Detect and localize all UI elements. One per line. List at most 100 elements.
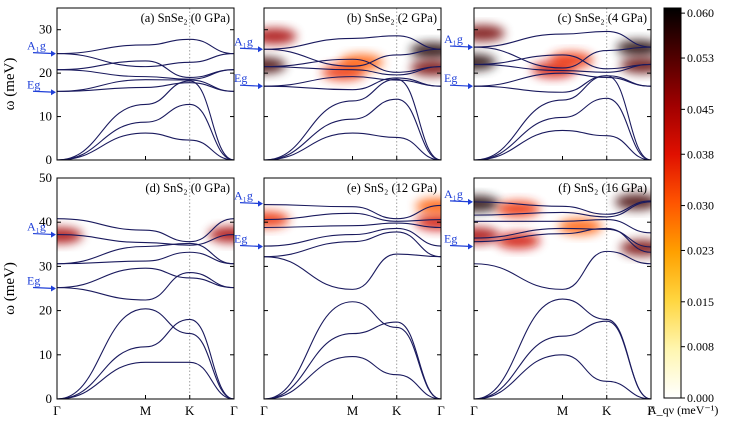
panel-frame [263, 177, 442, 400]
heat-layer [264, 198, 441, 231]
colorbar-tick-label: 0.023 [687, 243, 714, 257]
mode-arrowhead [468, 198, 473, 205]
x-tick-label: K [392, 403, 402, 418]
phonon-band [264, 76, 441, 87]
mode-arrowhead [258, 243, 263, 250]
mode-label: Eg [234, 71, 247, 85]
mode-arrowhead [258, 83, 263, 90]
x-tick-label: K [602, 403, 612, 418]
phonon-band [474, 218, 651, 234]
heat-spot [549, 52, 594, 69]
bands [57, 38, 234, 160]
mode-arrowhead [468, 44, 473, 51]
mode-arrowhead [468, 243, 473, 250]
mode-arrowhead [51, 50, 56, 57]
heat-layer [474, 25, 651, 78]
mode-label: A₁g [27, 220, 46, 234]
y-tick-label: 0 [46, 152, 53, 167]
x-tick-label: Γ [437, 403, 445, 418]
phonon-band [57, 272, 234, 301]
y-axis-title: ω (meV) [2, 58, 18, 111]
panel-title: (b) SnSe₂ (2 GPa) [347, 11, 437, 25]
x-tick-label: Γ [647, 403, 655, 418]
bands [474, 200, 651, 399]
phonon-band [474, 75, 651, 160]
x-tick-label: M [557, 403, 569, 418]
colorbar-tick-label: 0.045 [687, 102, 714, 116]
x-tick-label: M [140, 403, 152, 418]
heat-spot [264, 28, 297, 45]
mode-label: A₁g [234, 189, 253, 203]
x-tick-label: Γ [53, 403, 61, 418]
panel-frame [56, 177, 235, 400]
panel-2: (b) SnSe₂ (2 GPa) A₁g Eg [234, 7, 442, 161]
phonon-band [264, 321, 441, 399]
x-tick-label: Γ [230, 403, 238, 418]
mode-arrowhead [258, 200, 263, 207]
phonon-band [57, 60, 234, 79]
y-tick-label: 20 [39, 303, 52, 318]
phonon-band [264, 98, 441, 160]
panel-title: (e) SnS₂ (12 GPa) [347, 181, 437, 195]
panel-title: (c) SnSe₂ (4 GPa) [558, 11, 647, 25]
phonon-band [57, 79, 234, 92]
phonon-band [264, 66, 441, 76]
mode-label: Eg [444, 71, 457, 85]
heat-layer [474, 193, 651, 256]
x-tick-label: K [185, 403, 195, 418]
y-tick-label: 40 [39, 214, 52, 229]
colorbar-tick-label: 0.015 [687, 295, 714, 309]
panel-1: 0 10 20 30 (a) SnSe₂ (0 GPa) A₁g Eg [27, 7, 235, 167]
phonon-band [57, 267, 234, 289]
colorbar-tick-label: 0.008 [687, 340, 714, 354]
phonon-band [264, 356, 441, 399]
phonon-band [264, 48, 441, 67]
phonon-band [474, 200, 651, 215]
colorbar-tick-label: 0.000 [687, 391, 714, 405]
y-tick-label: 0 [46, 391, 53, 406]
heat-spot [474, 195, 500, 212]
heat-spot [496, 232, 541, 249]
phonon-band [57, 103, 234, 160]
heat-spot [558, 218, 603, 235]
phonon-band [474, 250, 651, 290]
y-tick-label: 30 [39, 258, 52, 273]
phonon-band [264, 222, 441, 229]
heat-spot [474, 227, 500, 244]
phonon-band [57, 251, 234, 265]
mode-arrowhead [51, 231, 56, 238]
x-tick-label: Γ [260, 403, 268, 418]
mode-label: Eg [444, 232, 457, 246]
phonon-band [57, 242, 234, 265]
phonon-band [57, 218, 234, 243]
x-tick-label: Γ [470, 403, 478, 418]
phonon-band [57, 38, 234, 55]
panel-4: 0 10 20 30 40 50 Γ M K Γ (d) SnS₂ (0 GPa) A₁g Eg [27, 170, 238, 418]
bands [264, 203, 441, 399]
phonon-band [57, 318, 234, 399]
heat-spot [57, 227, 83, 244]
y-tick-label: 20 [39, 65, 52, 80]
phonon-band [57, 234, 234, 246]
panel-title: (d) SnS₂ (0 GPa) [145, 181, 230, 195]
x-tick-label: M [347, 403, 359, 418]
phonon-band [474, 46, 651, 69]
phonon-band [474, 72, 651, 87]
phonon-band [264, 212, 441, 222]
phonon-band [57, 69, 234, 80]
mode-arrowhead [258, 46, 263, 53]
heat-spot [474, 25, 505, 42]
heat-layer [264, 28, 441, 81]
colorbar-tick-label: 0.030 [687, 199, 714, 213]
colorbar-label: A_qν (meV⁻¹) [648, 403, 718, 417]
y-axis-title: ω (meV) [2, 262, 18, 315]
mode-label: Eg [234, 232, 247, 246]
phonon-band [474, 54, 651, 70]
phonon-band [57, 53, 234, 68]
phonon-band [474, 227, 651, 253]
y-tick-label: 50 [39, 170, 52, 185]
phonon-band [57, 308, 234, 399]
colorbar-tick-label: 0.060 [687, 6, 714, 20]
